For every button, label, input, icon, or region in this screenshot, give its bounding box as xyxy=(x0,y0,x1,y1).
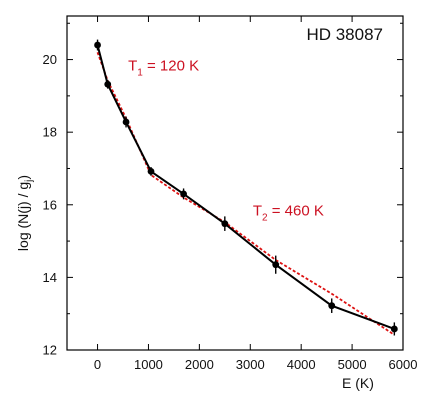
y-tick-label: 14 xyxy=(43,270,57,285)
annotation-value: = 460 K xyxy=(268,203,324,220)
y-tick-label: 16 xyxy=(43,197,57,212)
x-tick-label: 3000 xyxy=(236,357,265,372)
data-point xyxy=(104,80,112,88)
annotation-sub: 1 xyxy=(137,67,143,78)
y-tick-label: 20 xyxy=(43,52,57,67)
x-tick-label: 4000 xyxy=(287,357,316,372)
annotation-main: T xyxy=(128,57,137,74)
x-tick-label: 5000 xyxy=(338,357,367,372)
data-point xyxy=(94,41,101,49)
data-point xyxy=(272,261,280,269)
plot-frame xyxy=(66,15,404,351)
x-tick-label: 0 xyxy=(94,357,101,372)
y-axis-label-close: ) xyxy=(15,175,31,180)
annotation-value: = 120 K xyxy=(143,57,199,74)
y-axis-label-sub: j xyxy=(24,180,35,183)
y-tick-label: 18 xyxy=(43,125,57,140)
x-tick-label: 2000 xyxy=(185,357,214,372)
data-point xyxy=(122,118,130,126)
y-tick-label: 12 xyxy=(43,343,57,358)
data-point xyxy=(221,220,229,228)
data-point xyxy=(147,167,155,175)
series-layer xyxy=(94,39,398,336)
temperature-annotation: T1 = 120 K xyxy=(128,57,199,78)
data-point xyxy=(328,302,336,310)
x-tick-label: 6000 xyxy=(389,357,418,372)
temperature-annotation: T2 = 460 K xyxy=(253,203,324,224)
fit-line xyxy=(96,51,395,336)
chart-title: HD 38087 xyxy=(306,25,383,44)
x-tick-label: 1000 xyxy=(134,357,163,372)
data-point xyxy=(180,190,187,198)
x-axis-ticks: 0 1000 2000 3000 4000 5000 6000 xyxy=(94,16,418,372)
annotation-sub: 2 xyxy=(262,213,268,224)
y-axis-label: log (N(j) / gj) xyxy=(15,175,35,251)
annotation-main: T xyxy=(253,203,262,220)
observed-line xyxy=(96,44,395,330)
x-axis-label: E (K) xyxy=(342,375,374,391)
data-point xyxy=(390,325,398,333)
annotations: T1 = 120 KT2 = 460 K xyxy=(128,57,324,223)
y-axis-label-main: log (N(j) / g xyxy=(15,182,31,251)
